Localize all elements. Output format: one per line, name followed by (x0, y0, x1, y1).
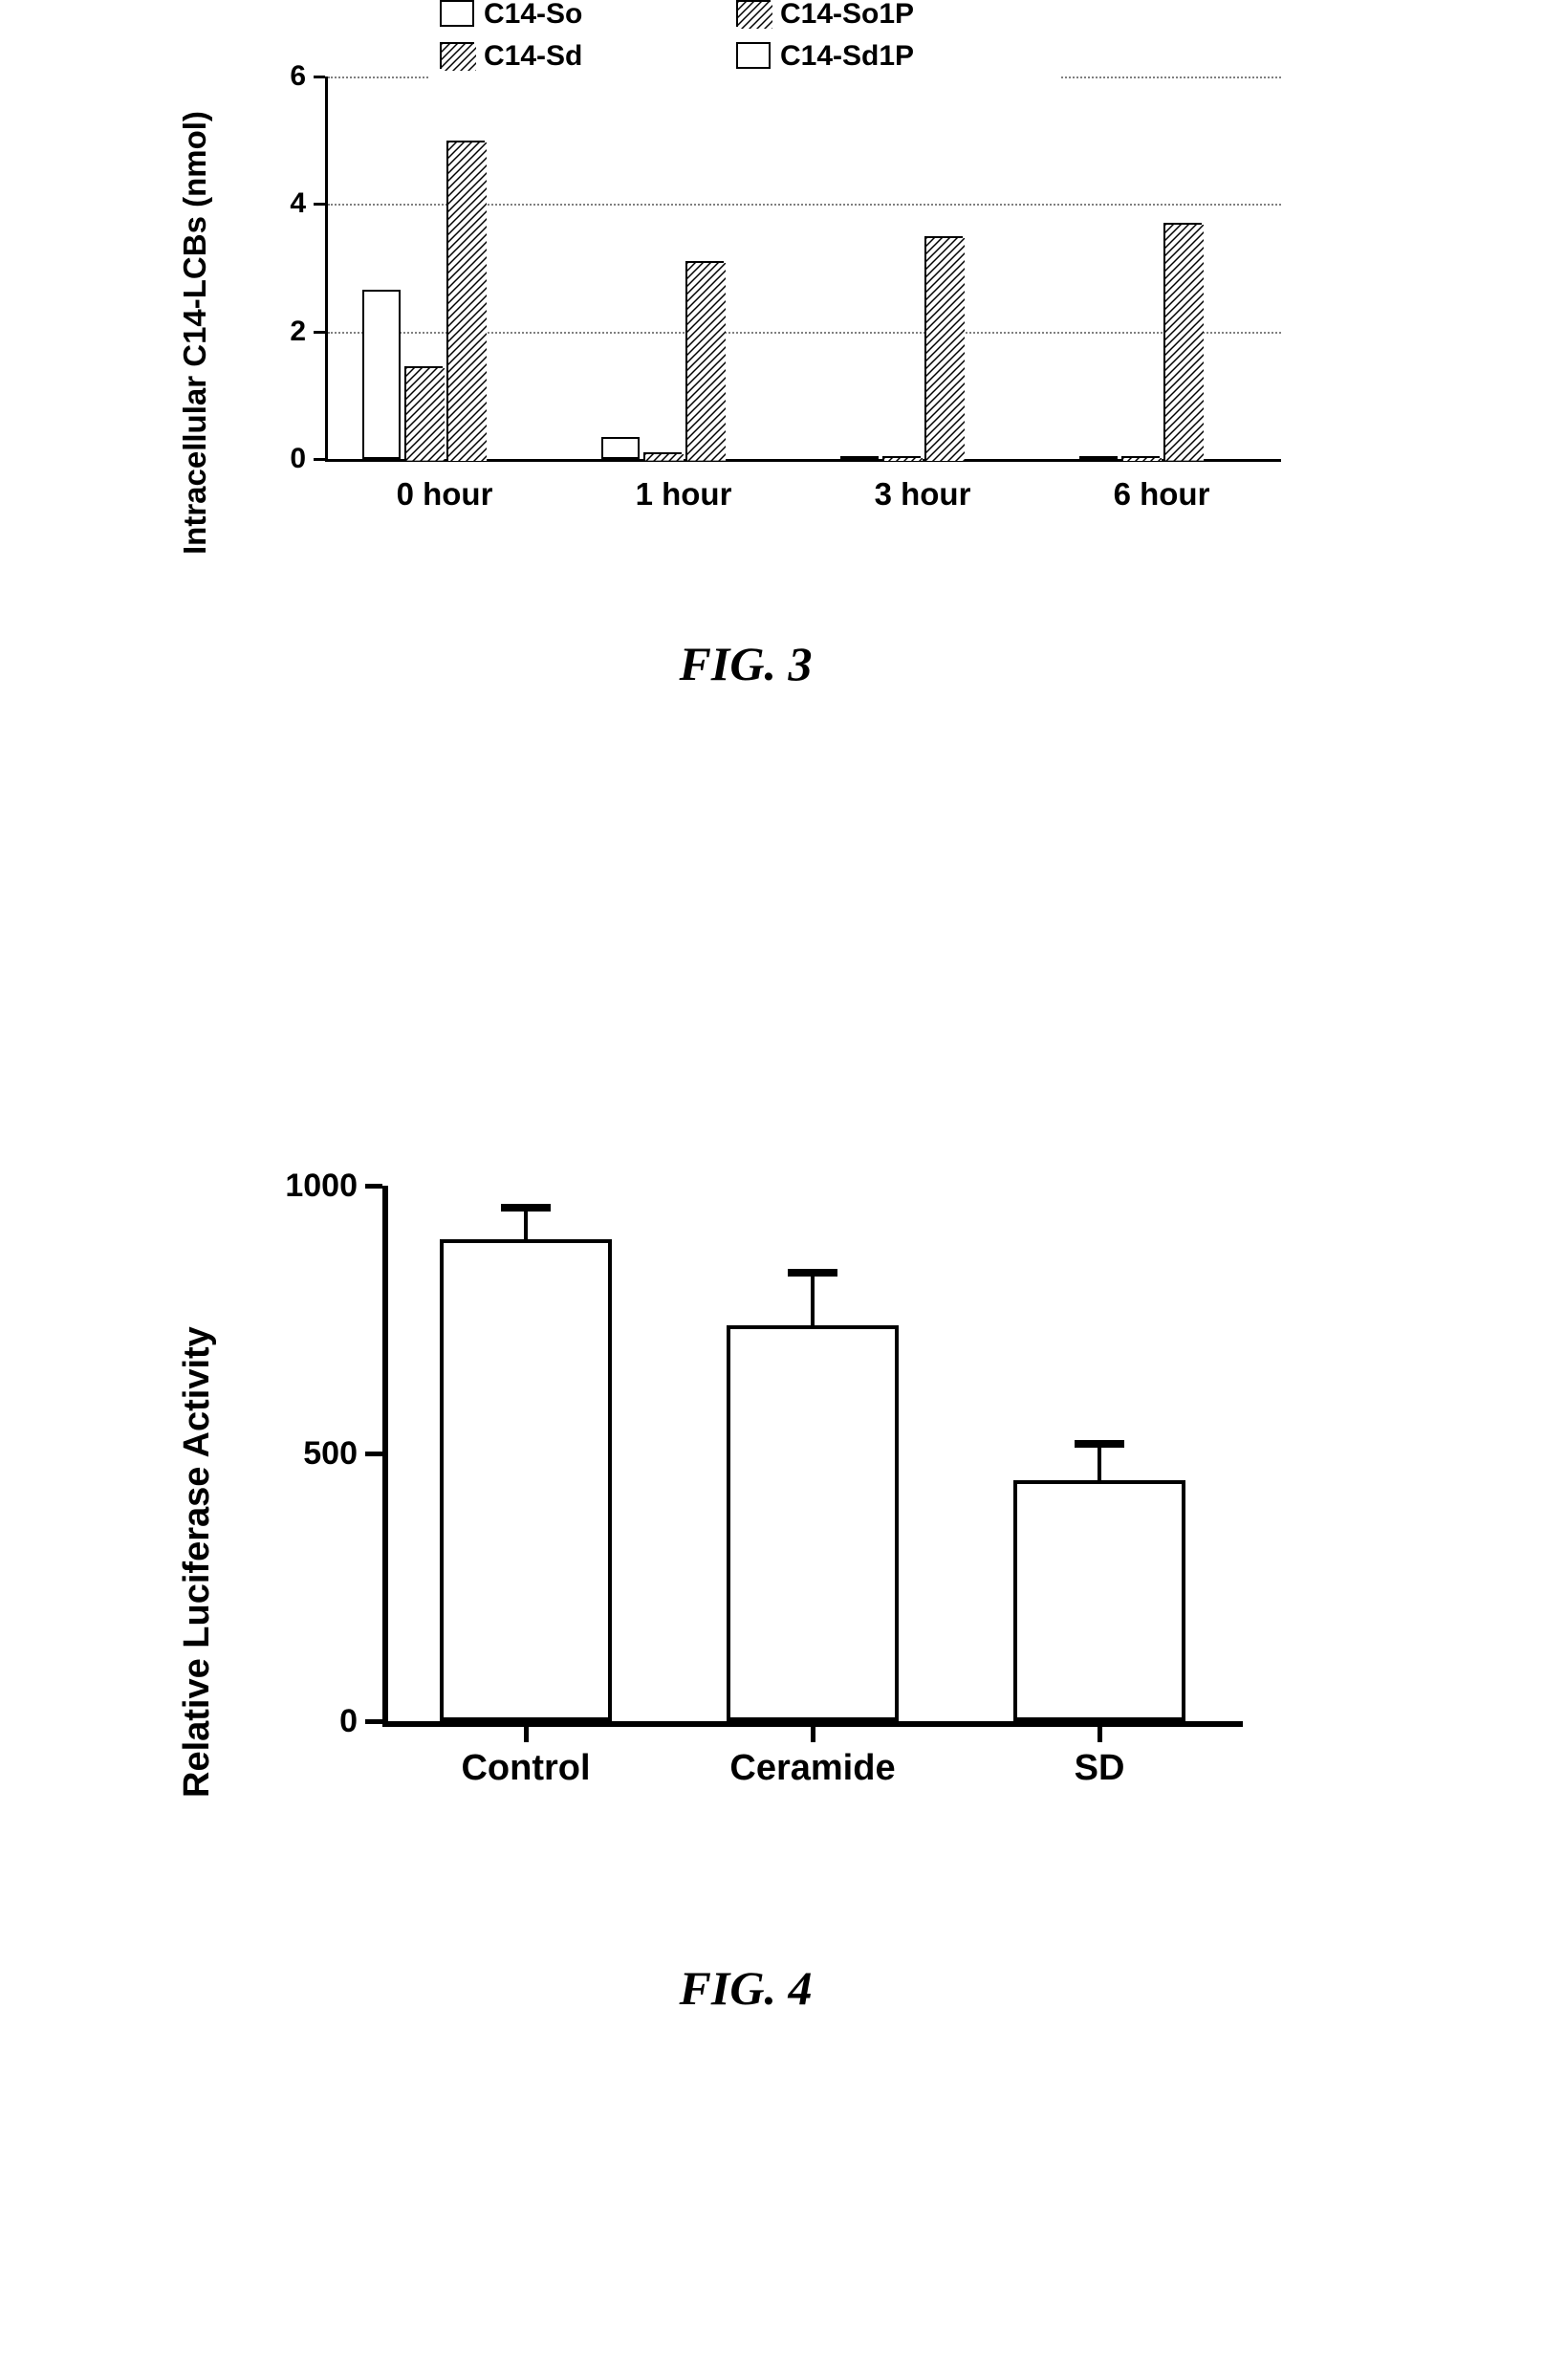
bar (924, 236, 963, 459)
y-tick-label: 4 (290, 187, 306, 220)
bar (1163, 223, 1202, 459)
y-tick-label: 1000 (285, 1168, 358, 1205)
error-bar-cap (788, 1269, 837, 1277)
error-bar-stem (1098, 1443, 1101, 1480)
bar (1121, 456, 1160, 460)
y-tick (314, 331, 325, 334)
error-bar-stem (811, 1272, 815, 1325)
x-tick (1098, 1727, 1102, 1742)
y-axis-title: Relative Luciferase Activity (177, 1326, 218, 1798)
y-tick (314, 458, 325, 461)
y-tick (314, 203, 325, 206)
x-tick (524, 1727, 529, 1742)
bar (727, 1325, 899, 1721)
bar (362, 290, 401, 459)
error-bar-cap (501, 1204, 551, 1212)
legend-swatch (440, 0, 474, 27)
x-category-label: 3 hour (803, 476, 1042, 513)
bar (404, 366, 443, 459)
figure-3-caption: FIG. 3 (124, 636, 1367, 691)
bar (643, 452, 682, 459)
x-tick (811, 1727, 815, 1742)
bar-chart-fig3: Intracellular C14-LCBs (nmol) 0 2 4 6 0 hour… (163, 57, 1405, 555)
y-tick (314, 76, 325, 78)
y-tick (365, 1719, 382, 1724)
legend-label: C14-Sd (484, 40, 582, 73)
legend-label: C14-So1P (780, 0, 914, 31)
figure-3: Intracellular C14-LCBs (nmol) 0 2 4 6 0 hour… (163, 57, 1405, 691)
y-axis-title: Intracellular C14-LCBs (nmol) (177, 111, 213, 555)
bar-chart-fig4: Relative Luciferase Activity 0 500 1000 Con… (163, 1128, 1405, 1874)
bar (1079, 456, 1118, 460)
y-tick-label: 500 (303, 1435, 358, 1473)
legend-label: C14-Sd1P (780, 40, 914, 73)
x-category-label: 6 hour (1042, 476, 1281, 513)
x-category-label: SD (956, 1748, 1243, 1789)
legend-swatch (736, 0, 771, 27)
bar (685, 261, 724, 459)
bar (446, 141, 485, 459)
y-tick (365, 1184, 382, 1189)
y-tick-label: 6 (290, 60, 306, 93)
y-tick-label: 2 (290, 316, 306, 348)
y-tick-label: 0 (290, 443, 306, 475)
y-axis (382, 1186, 388, 1727)
y-axis (325, 76, 328, 459)
y-tick (365, 1452, 382, 1456)
x-category-label: 1 hour (564, 476, 803, 513)
y-tick-label: 0 (339, 1703, 358, 1740)
bar (601, 437, 640, 459)
x-category-label: Ceramide (669, 1748, 956, 1789)
page: Intracellular C14-LCBs (nmol) 0 2 4 6 0 hour… (0, 0, 1565, 2380)
x-category-label: 0 hour (325, 476, 564, 513)
error-bar-cap (1075, 1440, 1124, 1448)
legend-swatch (736, 42, 771, 69)
legend-label: C14-So (484, 0, 582, 31)
bar (840, 456, 879, 460)
figure-4-caption: FIG. 4 (124, 1960, 1367, 2016)
figure-4: Relative Luciferase Activity 0 500 1000 Con… (163, 1128, 1405, 2016)
bar (440, 1239, 612, 1721)
error-bar-stem (524, 1207, 528, 1239)
legend-swatch (440, 42, 474, 69)
bar (882, 456, 921, 460)
x-category-label: Control (382, 1748, 669, 1789)
bar (1013, 1480, 1185, 1721)
